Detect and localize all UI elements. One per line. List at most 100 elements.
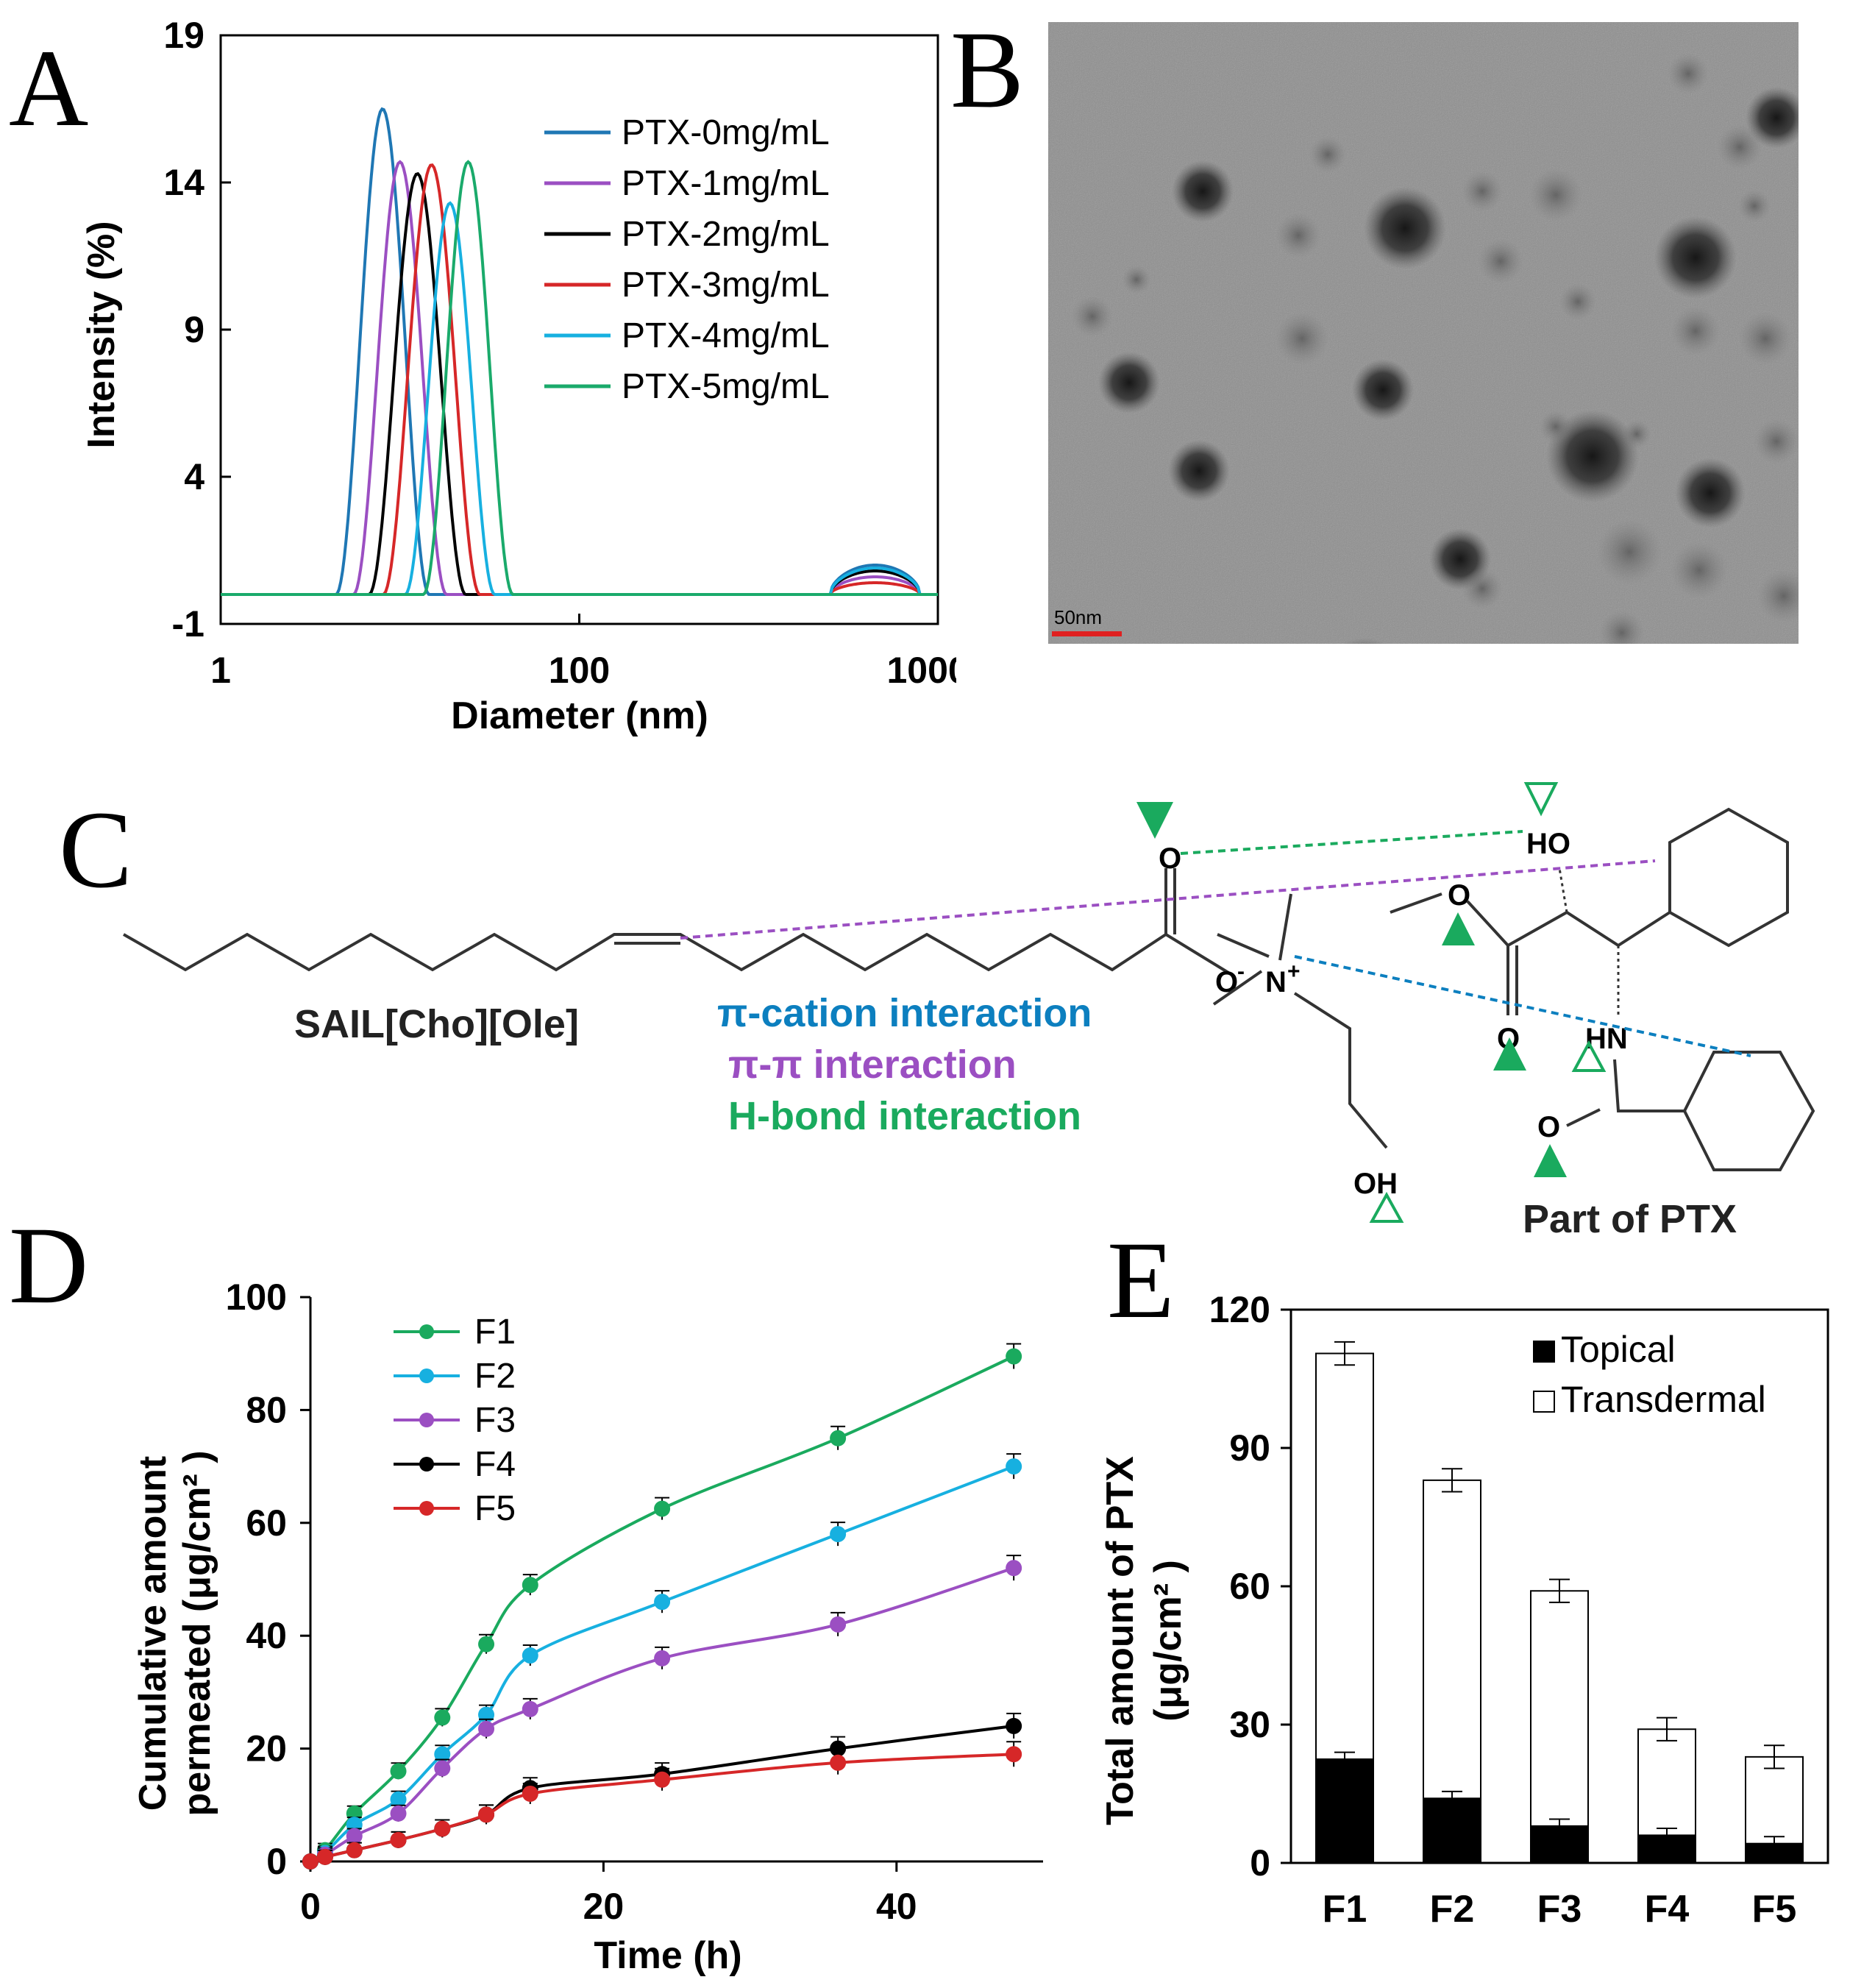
chart-d-ylabel-line2: permeated (μg/cm² ) — [176, 1450, 218, 1816]
data-point-F3 — [830, 1616, 847, 1633]
particle — [1757, 569, 1799, 623]
hbond-line — [1180, 830, 1523, 855]
data-point-F4 — [1006, 1717, 1022, 1734]
x-tick-label: 40 — [876, 1886, 917, 1927]
data-point-F1 — [478, 1636, 495, 1652]
data-point-F2 — [830, 1526, 847, 1543]
data-point-F3 — [522, 1700, 538, 1717]
data-point-F1 — [830, 1430, 847, 1446]
data-point-F5 — [434, 1820, 451, 1837]
chart-e-ylabel-line1: Total amount of PTX — [1099, 1456, 1142, 1825]
legend-marker — [419, 1457, 434, 1472]
compound-label: SAIL[Cho][Ole] — [294, 1002, 579, 1046]
category-label-F4: F4 — [1645, 1888, 1690, 1931]
legend-label: PTX-0mg/mL — [622, 113, 830, 152]
particle — [1717, 124, 1762, 170]
donor-triangle — [1523, 782, 1559, 817]
bar-transdermal-F4 — [1637, 1728, 1696, 1836]
atom-n-plus: N — [1265, 966, 1287, 998]
y-tick-label: 80 — [246, 1389, 287, 1430]
particle — [1462, 171, 1503, 212]
phenyl-ring-top — [1668, 807, 1789, 948]
chart-a-series — [221, 107, 938, 596]
y-tick-label: 19 — [163, 15, 204, 56]
chart-d-frame: 0 20 40 60 80 100 0 20 40 — [226, 1277, 1043, 1927]
particle — [1172, 160, 1234, 222]
particle — [1342, 638, 1387, 644]
legend-label: PTX-5mg/mL — [622, 367, 830, 406]
legend-marker — [419, 1324, 434, 1339]
particle — [1275, 311, 1329, 366]
y-tick-label: 30 — [1229, 1704, 1270, 1745]
x-tick-label: 20 — [583, 1886, 625, 1927]
data-point-F5 — [522, 1785, 538, 1802]
scale-bar — [1052, 631, 1122, 636]
y-tick-label: 60 — [1229, 1566, 1270, 1607]
legend-swatch — [1533, 1391, 1555, 1413]
svg-text:+: + — [1287, 959, 1301, 984]
data-point-F3 — [478, 1720, 495, 1737]
data-point-F5 — [390, 1831, 407, 1848]
data-point-F3 — [654, 1650, 671, 1666]
data-point-F5 — [346, 1842, 363, 1859]
series-line-1 — [221, 160, 938, 596]
legend-pi-cation: π-cation interaction — [717, 991, 1092, 1035]
y-tick-label: 14 — [163, 162, 204, 203]
bar-transdermal-F3 — [1530, 1590, 1589, 1827]
chart-d-ylabel-line1: Cumulative amount — [132, 1456, 174, 1811]
particle — [1364, 187, 1446, 269]
chart-a-dls: -1491419110010000 PTX-0mg/mLPTX-1mg/mLPT… — [80, 15, 956, 737]
legend-label: F3 — [474, 1401, 516, 1440]
chart-e-legend: Topical Transdermal — [1533, 1329, 1766, 1420]
particle — [1754, 419, 1799, 464]
chart-d-legend: F1 F2 F3 F4 F5 — [394, 1313, 516, 1528]
category-label-F1: F1 — [1323, 1888, 1367, 1931]
oleate-chain — [123, 932, 1230, 974]
data-point-F2 — [522, 1647, 538, 1664]
particle — [1098, 352, 1160, 413]
particle — [1746, 87, 1799, 149]
data-point-F3 — [434, 1760, 451, 1777]
particle — [1309, 135, 1347, 174]
legend-label: PTX-1mg/mL — [622, 164, 830, 203]
particle — [1668, 53, 1709, 94]
x-tick-label: 0 — [300, 1886, 321, 1927]
particle — [1478, 238, 1523, 284]
y-tick-label: 20 — [246, 1728, 287, 1769]
particle — [1671, 306, 1721, 356]
chart-a-axes-box — [219, 34, 939, 625]
category-label-F3: F3 — [1537, 1888, 1582, 1931]
particle — [1122, 265, 1151, 294]
chart-e-total-ptx: 0 30 60 90 120 F1 F2 F3 F4 F5 Topical Transdermal… — [1099, 1289, 1829, 1931]
particle — [1596, 519, 1662, 585]
particle — [1559, 283, 1597, 321]
particle — [1622, 419, 1651, 449]
legend-label: F1 — [474, 1313, 516, 1352]
panel-label-b: B — [950, 9, 1024, 131]
particle — [1168, 440, 1230, 502]
atom-ho: HO — [1526, 828, 1570, 860]
series-line-5 — [221, 160, 938, 596]
particle — [1670, 541, 1729, 600]
y-tick-label: 60 — [246, 1502, 287, 1544]
data-point-F2 — [434, 1746, 451, 1763]
data-point-F5 — [302, 1853, 319, 1870]
scale-bar-label: 50nm — [1054, 606, 1102, 628]
atom-oh: OH — [1353, 1168, 1398, 1200]
legend-marker — [419, 1413, 434, 1427]
data-point-F5 — [478, 1806, 495, 1823]
chart-e-ylabel-line2: (μg/cm² ) — [1147, 1560, 1189, 1722]
particle — [1462, 568, 1503, 609]
bar-transdermal-F2 — [1423, 1479, 1481, 1800]
legend-label: F5 — [474, 1489, 516, 1528]
particle — [1675, 458, 1746, 528]
chart-a-frame: -1 4 9 14 19 1 100 10000 — [163, 15, 956, 691]
legend-label: F4 — [474, 1445, 516, 1484]
series-line-F4 — [310, 1724, 1014, 1863]
chart-d-permeation: 0 20 40 60 80 100 0 20 40 F1 F2 F3 F4 F5 Time (h) Cu… — [132, 1277, 1043, 1977]
particle — [1654, 216, 1737, 299]
category-label-F2: F2 — [1430, 1888, 1475, 1931]
data-point-F1 — [522, 1577, 538, 1594]
x-tick-label: 10000 — [886, 650, 956, 691]
